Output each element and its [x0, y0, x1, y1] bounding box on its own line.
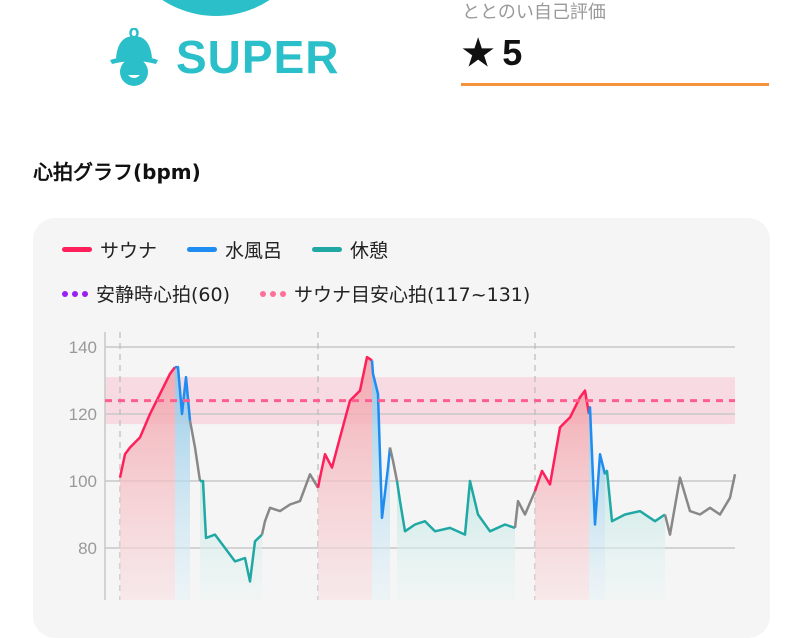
- rest-line: [395, 479, 516, 536]
- sauna-area: [535, 390, 589, 600]
- legend-target-hr: サウナ目安心拍(117~131): [260, 280, 530, 307]
- other-line: [513, 490, 537, 529]
- legend-resting-hr: 安静時心拍(60): [62, 280, 230, 307]
- sauna-hat-person-icon: [110, 28, 158, 86]
- legend-label: 水風呂: [225, 240, 283, 262]
- level-badge: SUPER: [106, 28, 339, 86]
- rating-label: ととのい自己評価: [462, 2, 606, 23]
- legend-label: 安静時心拍(60): [96, 284, 231, 306]
- chart-legend-lines: 安静時心拍(60) サウナ目安心拍(117~131): [62, 280, 530, 307]
- water-line: [370, 360, 392, 520]
- other-line: [388, 447, 399, 482]
- rating-value-display: ★ 5: [462, 32, 522, 74]
- legend-label: サウナ目安心拍(117~131): [294, 284, 531, 306]
- legend-swatch: [62, 247, 92, 252]
- legend-swatch: [260, 290, 287, 297]
- sauna-line: [118, 366, 177, 478]
- legend-water: 水風呂: [187, 236, 282, 263]
- heart-rate-chart: 140 120 100 80: [69, 332, 737, 600]
- chart-legend: サウナ 水風呂 休憩: [62, 236, 388, 263]
- legend-swatch: [312, 247, 343, 252]
- water-area: [372, 360, 390, 600]
- y-tick-label: 140: [69, 338, 97, 357]
- water-line: [587, 406, 607, 526]
- rest-area: [200, 481, 262, 600]
- sauna-line: [316, 355, 373, 488]
- rating-underline: [461, 83, 769, 86]
- legend-swatch: [187, 247, 218, 252]
- water-line: [175, 365, 192, 421]
- other-line: [260, 473, 320, 535]
- other-line: [188, 420, 202, 482]
- legend-sauna: サウナ: [62, 236, 157, 263]
- rating-value: 5: [502, 32, 523, 73]
- rest-area: [397, 481, 515, 600]
- level-label: SUPER: [176, 31, 340, 83]
- y-tick-label: 80: [78, 539, 97, 558]
- legend-swatch: [62, 290, 88, 297]
- legend-rest: 休憩: [312, 236, 388, 263]
- water-area: [175, 367, 190, 600]
- legend-label: 休憩: [350, 240, 389, 262]
- section-title: 心拍グラフ(bpm): [33, 160, 201, 184]
- rest-line: [200, 479, 263, 583]
- star-icon: ★: [462, 32, 495, 73]
- legend-label: サウナ: [100, 240, 158, 262]
- rest-line: [603, 469, 666, 523]
- sauna-area: [120, 367, 175, 600]
- sauna-area: [318, 357, 372, 600]
- other-line: [663, 474, 737, 536]
- y-tick-label: 120: [69, 405, 97, 424]
- y-tick-label: 100: [69, 472, 97, 491]
- rest-area: [605, 470, 665, 600]
- sauna-line: [533, 389, 591, 492]
